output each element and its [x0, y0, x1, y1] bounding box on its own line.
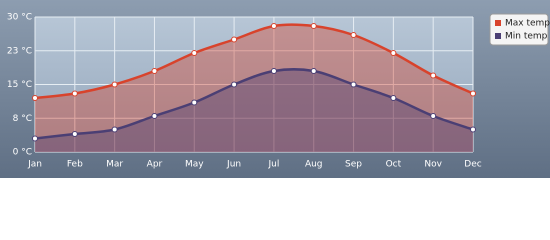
point [430, 72, 437, 79]
point [231, 81, 238, 88]
y-tick-label: 30 °C [7, 13, 32, 23]
point [390, 95, 397, 101]
x-tick-label: Mar [106, 160, 123, 170]
point [390, 50, 397, 56]
series-line [34, 68, 474, 140]
y-tick-label: 15 °C [7, 80, 32, 90]
x-tick-label: Jan [27, 160, 42, 170]
point [111, 126, 118, 133]
legend: Max temp Min temp [489, 13, 550, 46]
series-area [35, 69, 473, 152]
legend-swatch [495, 33, 501, 39]
point [151, 113, 158, 119]
y-tick-label: 23 °C [7, 46, 32, 56]
x-tick-label: Feb [67, 160, 83, 170]
point [270, 23, 277, 29]
x-tick-label: Jul [267, 160, 279, 170]
legend-label: Max temp [505, 19, 550, 29]
point [310, 68, 317, 74]
x-tick-label: Sep [345, 160, 362, 170]
point [270, 68, 277, 74]
point [151, 68, 158, 74]
y-tick-label: 0 °C [13, 148, 32, 158]
point [71, 131, 78, 137]
point [350, 32, 357, 38]
point [191, 99, 198, 106]
point [32, 95, 38, 101]
chart: 0 °C 8 °C 15 °C 23 °C 30 °C Jan Feb Mar Apr May Ju… [0, 0, 550, 178]
x-tick-label: Oct [386, 160, 402, 170]
point [111, 81, 118, 88]
legend-swatch [495, 20, 501, 26]
point [231, 36, 238, 43]
point [32, 135, 38, 142]
x-tick-label: Dec [464, 160, 481, 170]
x-tick-label: Jun [226, 160, 241, 170]
x-tick-label: Aug [305, 160, 323, 170]
point [71, 90, 78, 97]
x-tick-label: Nov [424, 160, 442, 170]
point [350, 81, 357, 88]
point [470, 90, 476, 97]
legend-label: Min temp [505, 32, 548, 42]
point [430, 113, 437, 119]
x-tick-label: May [185, 160, 204, 170]
point [191, 50, 198, 56]
point [470, 126, 476, 133]
x-tick-label: Apr [147, 160, 163, 170]
y-tick-label: 8 °C [13, 114, 32, 124]
point [310, 23, 317, 29]
series-line [34, 23, 474, 100]
legend-box [489, 13, 549, 46]
